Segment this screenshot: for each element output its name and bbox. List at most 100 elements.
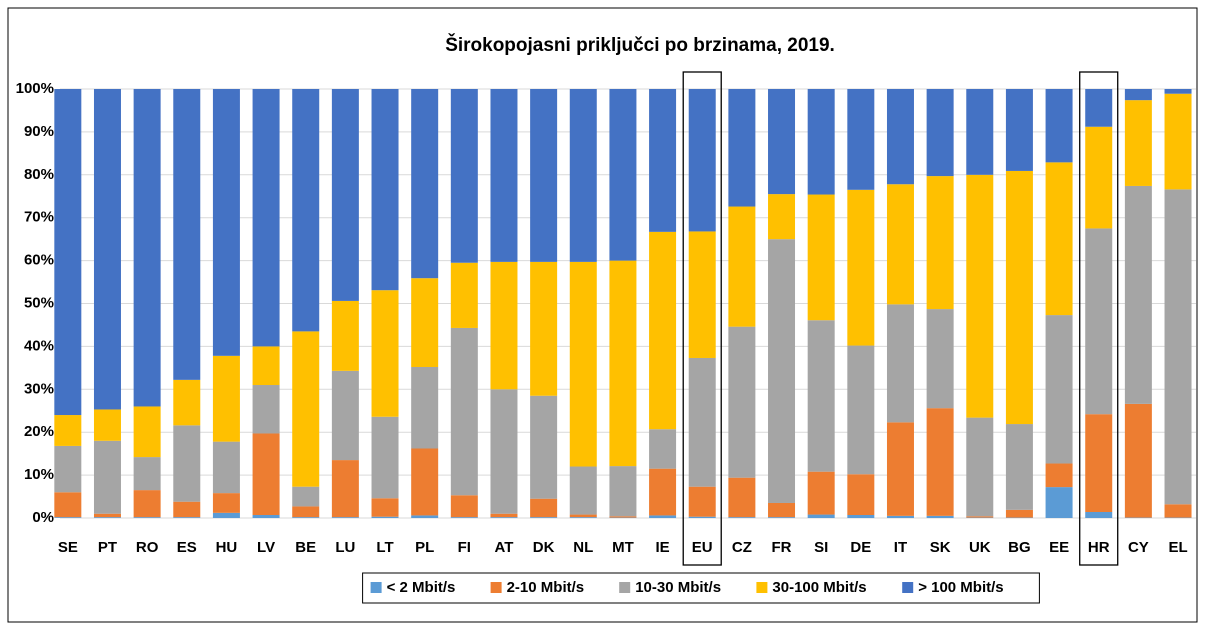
legend-swatch [370,582,382,593]
bar-segment [93,513,121,518]
bar-segment [54,89,82,416]
bar-segment [173,501,201,518]
bar-segment [1085,89,1113,127]
bar-segment [411,515,439,518]
legend-label: < 2 Mbit/s [387,579,456,596]
bar-segment [93,89,121,410]
bar-segment [807,471,835,515]
bar-segment [1164,93,1192,190]
bar-segment [411,278,439,367]
bar-segment [847,514,875,518]
bar-segment [292,486,320,507]
bar-segment [926,309,954,409]
legend-swatch [902,582,914,593]
bar-segment [133,89,161,407]
x-tick-label: BE [295,539,316,556]
bar-segment [807,89,835,195]
bar-segment [768,502,796,518]
y-tick-label: 30% [24,380,54,397]
bar-segment [847,89,875,190]
x-tick-label: EE [1049,539,1069,556]
y-tick-label: 80% [24,166,54,183]
x-tick-label: LT [376,539,393,556]
x-tick-label: PT [98,539,117,556]
x-tick-label: CY [1128,539,1149,556]
x-tick-label: IE [655,539,669,556]
bar-segment [371,89,399,291]
y-tick-label: 50% [24,294,54,311]
legend-label: 10-30 Mbit/s [635,579,721,596]
x-tick-label: IT [894,539,907,556]
bar-segment [966,516,994,518]
x-tick-label: NL [573,539,593,556]
bar-segment [173,517,201,518]
bar-segment [649,515,677,518]
bar-segment [1045,487,1073,518]
bar-segment [331,517,359,518]
bar-segment [292,506,320,518]
bar-segment [1045,463,1073,488]
bar-segment [212,89,240,356]
legend-swatch [619,582,631,593]
bar-segment [530,517,558,518]
bar-segment [728,326,756,478]
bar-segment [450,327,478,496]
legend-frame [362,572,1040,604]
bar-segment [252,433,280,515]
bar-segment [371,416,399,499]
bar-segment [133,406,161,458]
bar-segment [886,515,914,518]
x-tick-label: FR [772,539,792,556]
bar-segment [490,261,518,390]
x-tick-label: DK [533,539,555,556]
bar-segment [93,409,121,441]
bar-segment [609,466,637,517]
bar-segment [133,490,161,518]
bar-segment [490,517,518,518]
bar-segment [966,417,994,517]
x-tick-label: EU [692,539,713,556]
bar-segment [688,231,716,358]
x-tick-label: LV [257,539,275,556]
bar-segment [768,239,796,503]
bar-segment [530,89,558,262]
bar-segment [807,320,835,472]
bar-segment [490,389,518,514]
legend-label: 2-10 Mbit/s [507,579,585,596]
bar-segment [411,448,439,516]
bar-segment [93,440,121,514]
bar-segment [93,517,121,518]
bar-segment [530,498,558,518]
bar-segment [1005,170,1033,425]
bar-segment [728,477,756,518]
bar-segment [331,89,359,301]
bar-segment [649,468,677,516]
bar-segment [807,514,835,518]
bar-segment [847,345,875,475]
chart-title: Širokopojasni priključci po brzinama, 20… [445,34,835,56]
x-tick-label: HR [1088,539,1110,556]
bar-segment [1164,189,1192,505]
bar-segment [886,304,914,423]
bar-segment [649,231,677,430]
bar-segment [1005,89,1033,171]
bar-segment [926,176,954,310]
y-tick-label: 0% [32,509,54,526]
bar-segment [54,492,82,518]
bar-segment [331,370,359,461]
bar-segment [688,516,716,518]
x-tick-label: SK [930,539,951,556]
bar-segment [173,379,201,426]
bar-segment [966,89,994,175]
bar-segment [292,517,320,518]
bar-segment [411,366,439,449]
highlight-box [682,71,722,566]
bar-segment [728,517,756,518]
bar-segment [331,460,359,518]
bar-segment [1045,89,1073,163]
bar-segment [926,408,954,516]
x-tick-label: RO [136,539,159,556]
bar-segment [133,457,161,491]
bar-segment [728,206,756,327]
